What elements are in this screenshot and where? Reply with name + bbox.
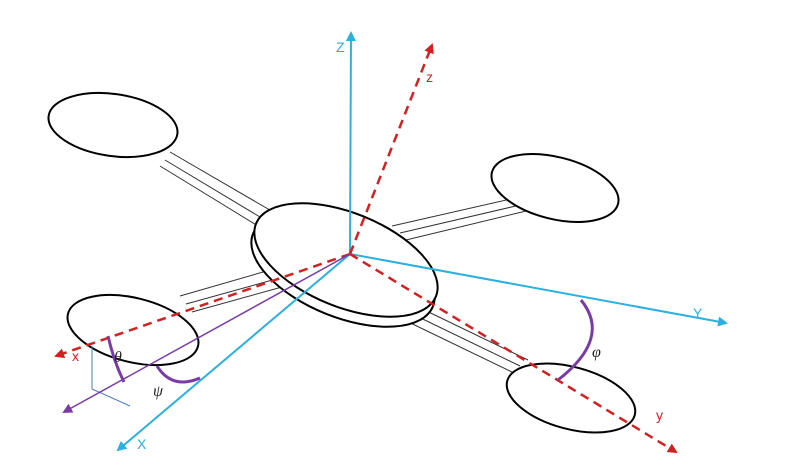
- inertial-axis-Z: [345, 31, 356, 255]
- label-psi: ψ: [153, 383, 164, 400]
- label-Y: Y: [693, 305, 703, 321]
- rotor-rear-left: [47, 91, 179, 159]
- theta-arc: [106, 335, 126, 383]
- body-axis-x: [54, 252, 351, 359]
- label-phi: φ: [592, 344, 601, 361]
- hub-upper-disc: [253, 202, 439, 318]
- inertial-axis-X: [116, 253, 351, 452]
- label-x: x: [72, 348, 79, 364]
- label-theta: θ: [114, 349, 122, 366]
- label-X: X: [137, 436, 147, 452]
- arm-rear-right: [391, 197, 527, 241]
- rotor-rear-right: [490, 153, 620, 223]
- body-axis-z: [348, 43, 434, 255]
- label-z: z: [426, 69, 433, 85]
- rotor-front-right: [505, 362, 637, 434]
- arm-rear-left: [159, 151, 276, 227]
- arm-front-left: [179, 269, 283, 313]
- projected-heading-vector: [62, 253, 351, 413]
- psi-arc: [155, 365, 201, 384]
- phi-arc: [557, 299, 594, 382]
- body-axis-y: [349, 252, 678, 454]
- label-Z: Z: [336, 39, 345, 55]
- projection-lines: [91, 346, 131, 407]
- label-y: y: [656, 407, 663, 423]
- inertial-axis-Y: [349, 253, 728, 327]
